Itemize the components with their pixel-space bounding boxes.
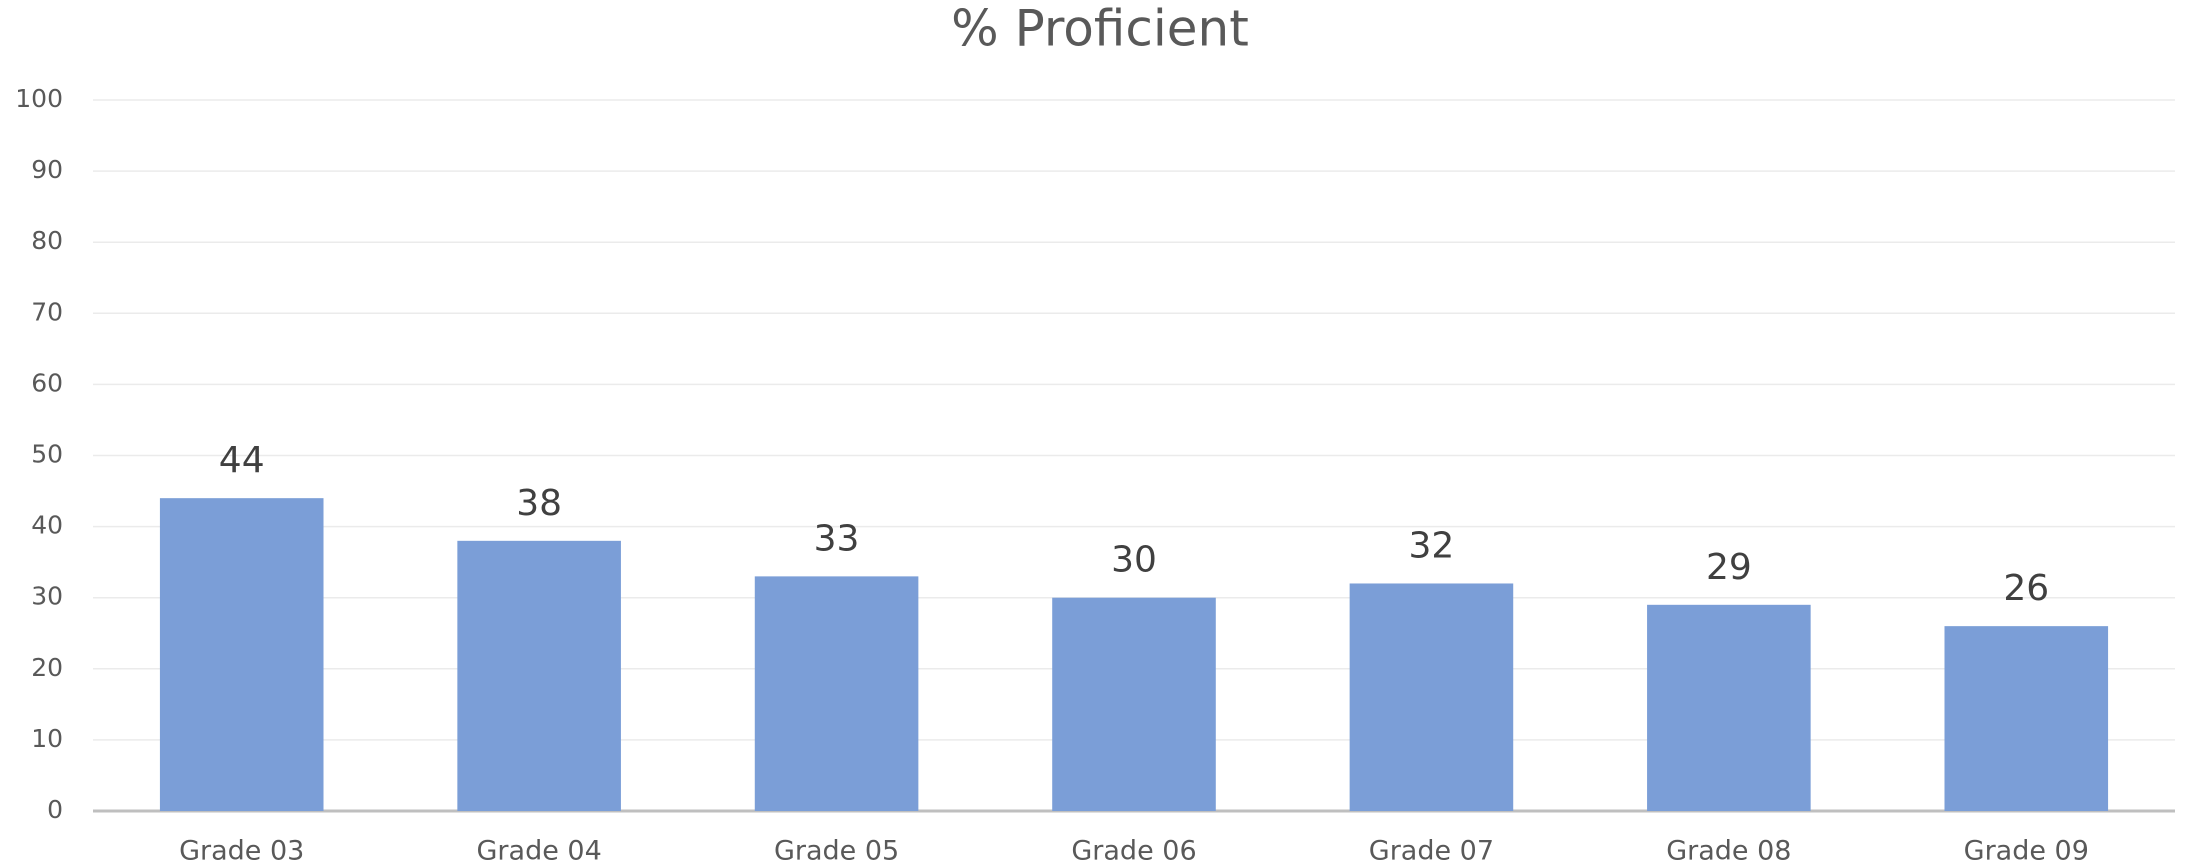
y-tick-label: 40	[31, 511, 63, 540]
y-tick-label: 30	[31, 582, 63, 611]
bar	[1944, 626, 2109, 811]
x-tick-label: Grade 07	[1369, 836, 1494, 867]
data-label: 38	[516, 483, 562, 524]
y-tick-label: 20	[31, 653, 63, 682]
data-label: 29	[1706, 547, 1752, 588]
data-label: 26	[2003, 568, 2049, 609]
data-label: 44	[219, 440, 265, 481]
data-label: 30	[1111, 540, 1157, 581]
y-tick-label: 100	[15, 84, 63, 113]
y-tick-label: 10	[31, 724, 63, 753]
bar	[754, 576, 919, 811]
y-tick-label: 70	[31, 297, 63, 326]
y-tick-label: 0	[47, 795, 63, 824]
x-tick-label: Grade 05	[774, 836, 899, 867]
x-tick-label: Grade 08	[1666, 836, 1791, 867]
bar	[1647, 604, 1811, 811]
data-label: 32	[1409, 525, 1455, 566]
bar	[1052, 597, 1216, 811]
chart-title: % Proficient	[951, 0, 1249, 58]
y-tick-label: 50	[31, 440, 63, 469]
x-tick-label: Grade 06	[1071, 836, 1196, 867]
bar	[457, 540, 621, 811]
data-label: 33	[814, 518, 860, 559]
bar	[1349, 583, 1514, 811]
y-tick-label: 80	[31, 226, 63, 255]
x-tick-label: Grade 09	[1964, 836, 2089, 867]
x-tick-label: Grade 04	[477, 836, 602, 867]
x-tick-label: Grade 03	[179, 836, 304, 867]
y-tick-label: 60	[31, 368, 63, 397]
bar	[159, 498, 324, 811]
y-tick-label: 90	[31, 155, 63, 184]
